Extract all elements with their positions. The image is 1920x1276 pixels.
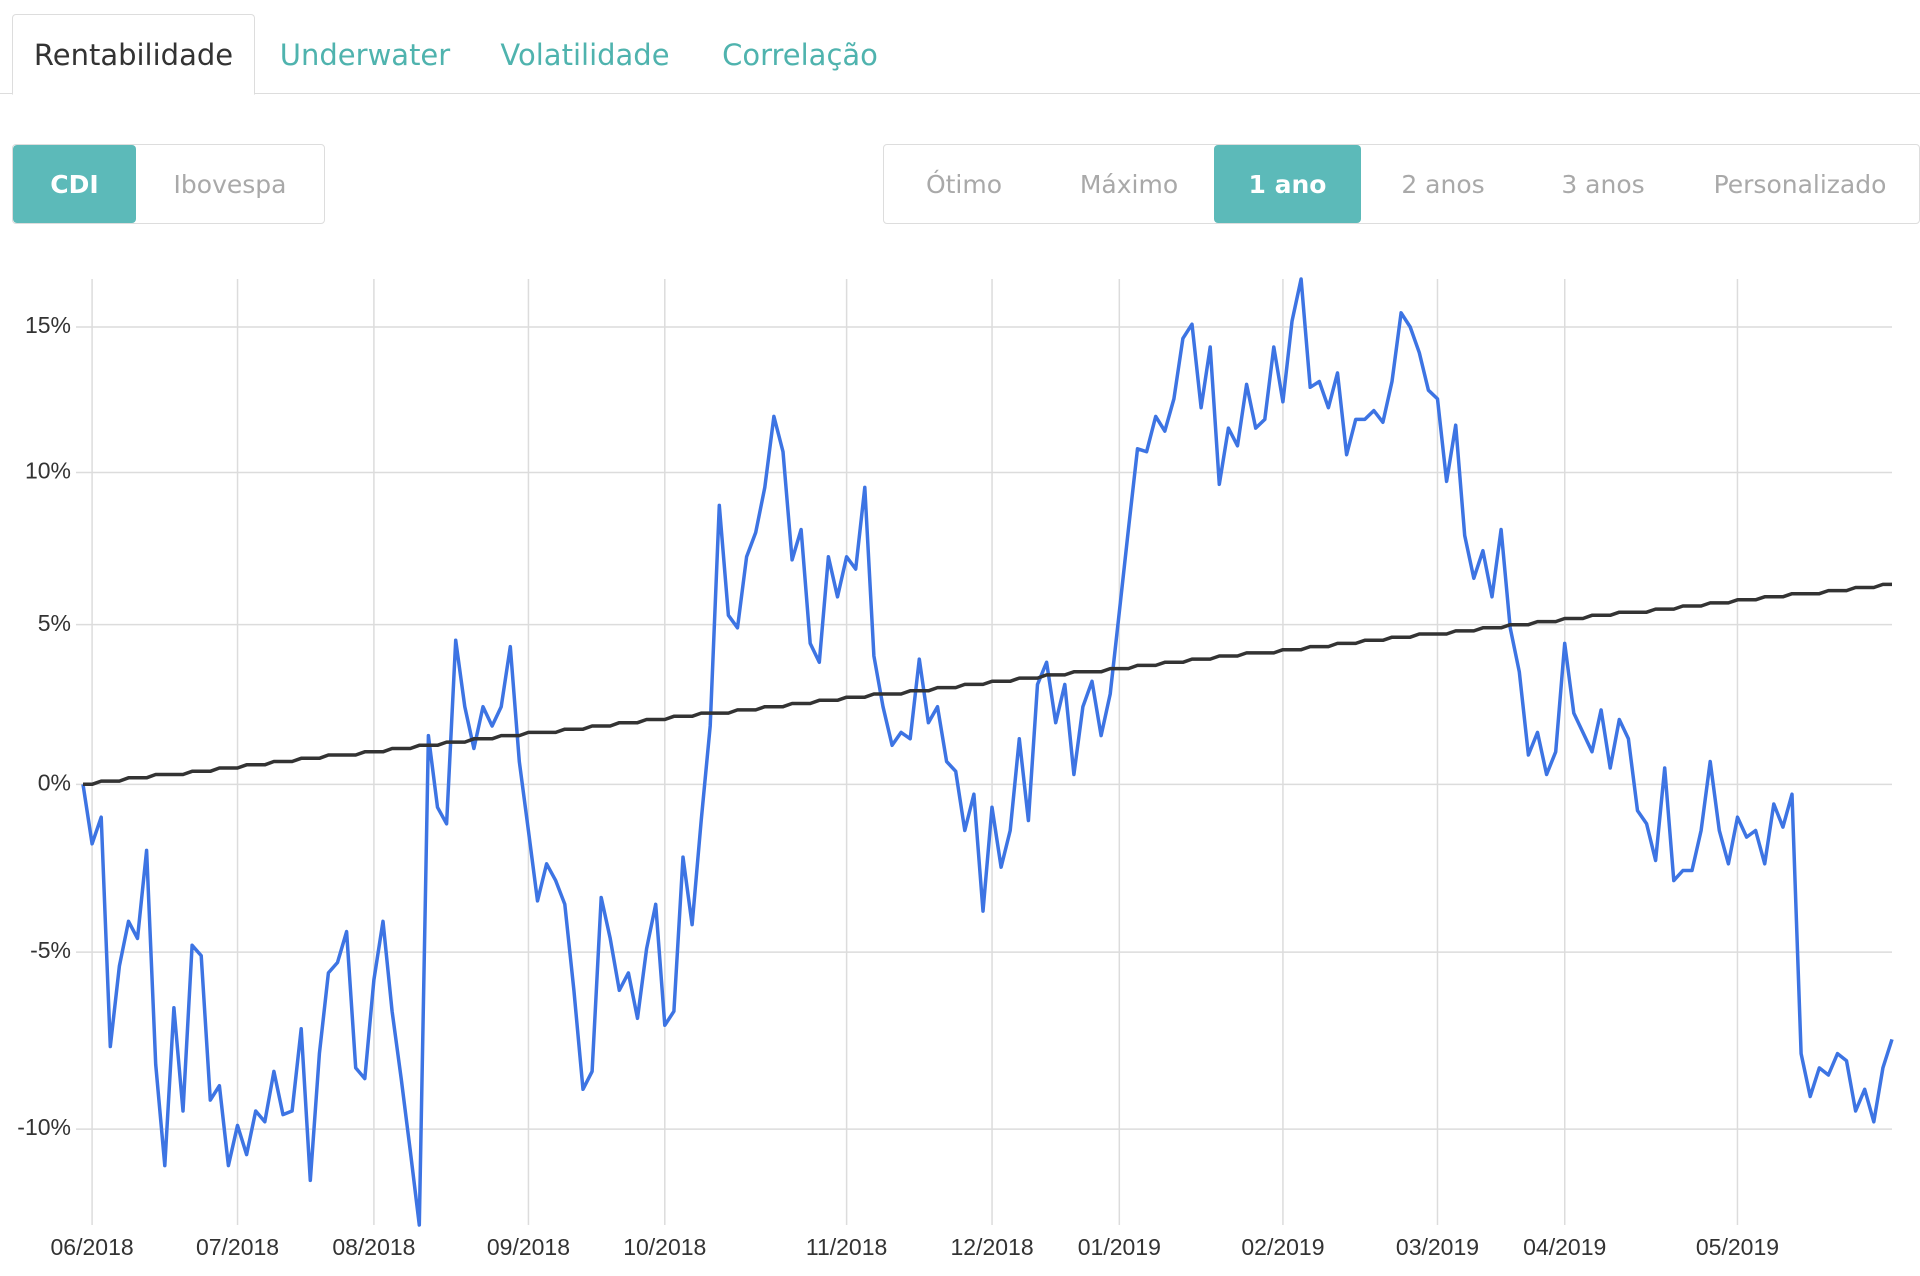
toggle-button[interactable]: Ótimo <box>925 169 1003 199</box>
y-tick-label: 15% <box>25 312 71 338</box>
x-tick-label: 02/2019 <box>1241 1234 1324 1260</box>
toggle-button[interactable]: Ibovespa <box>173 169 287 199</box>
y-tick-label: -10% <box>17 1114 71 1140</box>
y-tick-label: 5% <box>38 610 71 636</box>
x-tick-label: 09/2018 <box>487 1234 570 1260</box>
tab[interactable]: Volatilidade <box>500 37 670 72</box>
y-tick-label: 10% <box>25 458 71 484</box>
toggle-button[interactable]: 1 ano <box>1214 145 1361 223</box>
toggle-button[interactable]: 3 anos <box>1561 169 1645 199</box>
series-line <box>81 277 1894 1227</box>
x-tick-label: 06/2018 <box>51 1234 134 1260</box>
benchmark-group: CDI Ibovespa <box>12 144 325 224</box>
toggle-button[interactable]: 2 anos <box>1401 169 1485 199</box>
x-tick-label: 01/2019 <box>1078 1234 1161 1260</box>
tab[interactable]: Underwater <box>279 37 451 72</box>
x-tick-label: 07/2018 <box>196 1234 279 1260</box>
x-tick-label: 11/2018 <box>806 1234 887 1260</box>
x-tick-label: 12/2018 <box>950 1234 1033 1260</box>
toggle-button[interactable]: Máximo <box>1079 169 1179 199</box>
x-tick-label: 05/2019 <box>1696 1234 1779 1260</box>
tab-bar: Rentabilidade Underwater Volatilidade Corre… <box>0 0 1920 95</box>
x-tick-label: 04/2019 <box>1523 1234 1606 1260</box>
tab[interactable]: Correlação <box>722 37 878 72</box>
x-tick-label: 08/2018 <box>332 1234 415 1260</box>
series-line <box>83 582 1892 787</box>
y-tick-label: -5% <box>30 937 71 963</box>
period-group: Ótimo Máximo 1 ano 2 anos 3 anos Personalizad… <box>883 144 1920 224</box>
tab[interactable]: Rentabilidade <box>12 14 255 95</box>
toggle-button[interactable]: Personalizado <box>1713 169 1887 199</box>
x-tick-label: 03/2019 <box>1396 1234 1479 1260</box>
x-tick-label: 10/2018 <box>623 1234 706 1260</box>
toggle-button[interactable]: CDI <box>13 145 136 223</box>
y-tick-label: 0% <box>38 769 71 795</box>
